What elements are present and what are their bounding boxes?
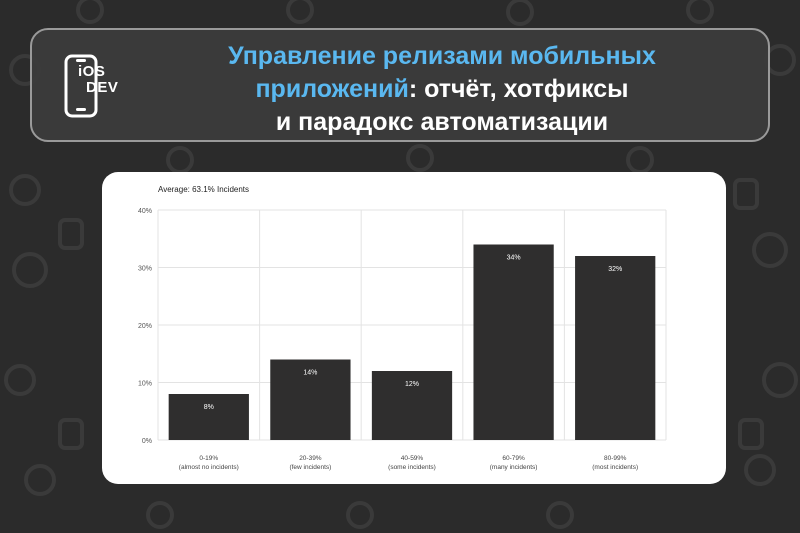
bar-value-label: 14% (303, 370, 317, 377)
y-tick-label: 20% (138, 323, 152, 330)
logo-line-2: DEV (86, 79, 119, 96)
header-card: iOS DEV Управление релизами мобильных пр… (30, 28, 770, 142)
bar-value-label: 34% (507, 255, 521, 262)
ios-dev-logo: iOS DEV (62, 54, 134, 124)
title-line-3: и парадокс автоматизации (275, 108, 609, 136)
bar-chart: Average: 63.1% Incidents 0%10%20%30%40% … (138, 185, 667, 471)
x-tick-label: 80-99% (604, 455, 627, 462)
bar (575, 256, 656, 440)
y-tick-label: 10% (138, 381, 152, 388)
bar (270, 359, 351, 440)
bar-value-label: 32% (608, 266, 622, 273)
bar-value-label: 12% (405, 381, 419, 388)
bar (371, 371, 453, 440)
x-tick-sublabel: (some incidents) (388, 464, 436, 471)
x-tick-label: 20-39% (299, 455, 322, 462)
page-title: Управление релизами мобильных приложений… (142, 40, 742, 139)
x-tick-sublabel: (most incidents) (592, 464, 638, 471)
title-highlight-2: приложений (255, 75, 409, 103)
x-tick-sublabel: (many incidents) (490, 464, 538, 471)
x-tick-label: 60-79% (502, 455, 525, 462)
chart-card: Average: 63.1% Incidents 0% 10% 20% 30% 40% … (102, 172, 726, 484)
y-tick-label: 0% (142, 438, 152, 445)
x-tick-label: 0-19% (199, 455, 218, 462)
x-tick-sublabel: (few incidents) (289, 464, 331, 471)
title-highlight-1: Управление релизами мобильных (228, 42, 656, 70)
bar (473, 244, 554, 440)
x-tick-sublabel: (almost no incidents) (179, 464, 239, 471)
y-tick-label: 30% (138, 266, 152, 273)
bar-value-label: 8% (204, 404, 214, 411)
x-tick-label: 40-59% (401, 455, 424, 462)
y-tick-label: 40% (138, 208, 152, 215)
logo-line-1: iOS (78, 63, 106, 80)
phone-icon (64, 54, 98, 118)
title-rest-1: : отчёт, хотфиксы (408, 75, 629, 103)
chart-title: Average: 63.1% Incidents (158, 185, 249, 194)
bar (168, 394, 249, 440)
